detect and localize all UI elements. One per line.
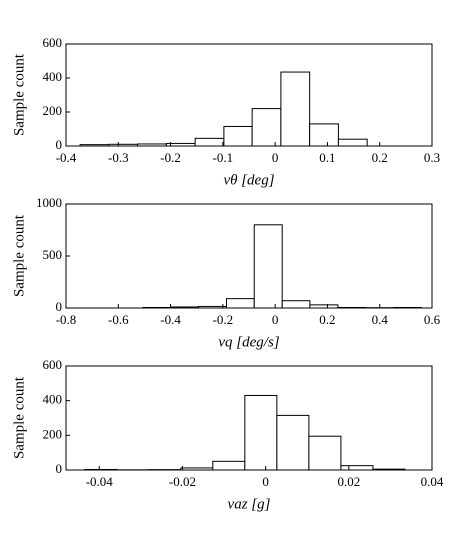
y-tick-label: 1000	[36, 195, 62, 210]
bar	[276, 414, 310, 471]
x-tick-label: 0	[272, 150, 279, 165]
y-axis-label: Sample count	[11, 214, 27, 297]
bar	[194, 137, 225, 147]
x-tick-label: -0.1	[213, 150, 234, 165]
y-tick-label: 200	[43, 426, 63, 441]
x-tick-label: 0.2	[319, 312, 335, 327]
x-tick-label: 0.2	[372, 150, 388, 165]
y-tick-label: 400	[43, 392, 63, 407]
y-tick-label: 0	[56, 299, 63, 314]
plot-frame	[65, 203, 433, 309]
y-axis-label: Sample count	[11, 376, 27, 459]
bar	[223, 125, 253, 147]
x-tick-label: -0.3	[108, 150, 129, 165]
y-tick-label: 600	[43, 35, 63, 50]
plot-frame	[65, 43, 433, 147]
bar	[212, 460, 246, 471]
x-tick-label: 0.3	[424, 150, 440, 165]
plot-frame	[65, 365, 433, 471]
x-tick-label: -0.02	[169, 474, 196, 489]
x-axis-label: vθ [deg]	[223, 172, 274, 188]
y-axis-label: Sample count	[11, 53, 27, 136]
x-tick-label: 0.4	[372, 312, 389, 327]
bar	[280, 71, 311, 147]
x-tick-label: -0.6	[108, 312, 129, 327]
x-axis-label: vaz [g]	[228, 496, 271, 512]
bar	[253, 224, 283, 309]
y-tick-label: 0	[56, 461, 63, 476]
bar	[244, 394, 278, 471]
x-tick-label: 0.02	[337, 474, 360, 489]
bar	[226, 298, 255, 309]
bar	[340, 465, 374, 471]
y-tick-label: 500	[43, 247, 63, 262]
bar	[308, 435, 342, 471]
x-tick-label: -0.4	[160, 312, 181, 327]
bar	[337, 138, 368, 147]
y-tick-label: 600	[43, 357, 63, 372]
x-tick-label: -0.04	[86, 474, 114, 489]
x-tick-label: -0.8	[56, 312, 77, 327]
x-tick-label: -0.4	[56, 150, 77, 165]
x-tick-label: 0.1	[319, 150, 335, 165]
y-tick-label: 400	[43, 69, 63, 84]
bar	[251, 108, 282, 147]
y-tick-label: 0	[56, 137, 63, 152]
x-tick-label: 0.04	[421, 474, 444, 489]
bar	[281, 300, 311, 309]
x-tick-label: -0.2	[160, 150, 181, 165]
y-tick-label: 200	[43, 103, 63, 118]
x-tick-label: 0	[262, 474, 269, 489]
x-tick-label: -0.2	[213, 312, 234, 327]
x-tick-label: 0.6	[424, 312, 441, 327]
bar	[309, 123, 339, 147]
x-axis-label: vq [deg/s]	[218, 334, 279, 350]
x-tick-label: 0	[272, 312, 279, 327]
